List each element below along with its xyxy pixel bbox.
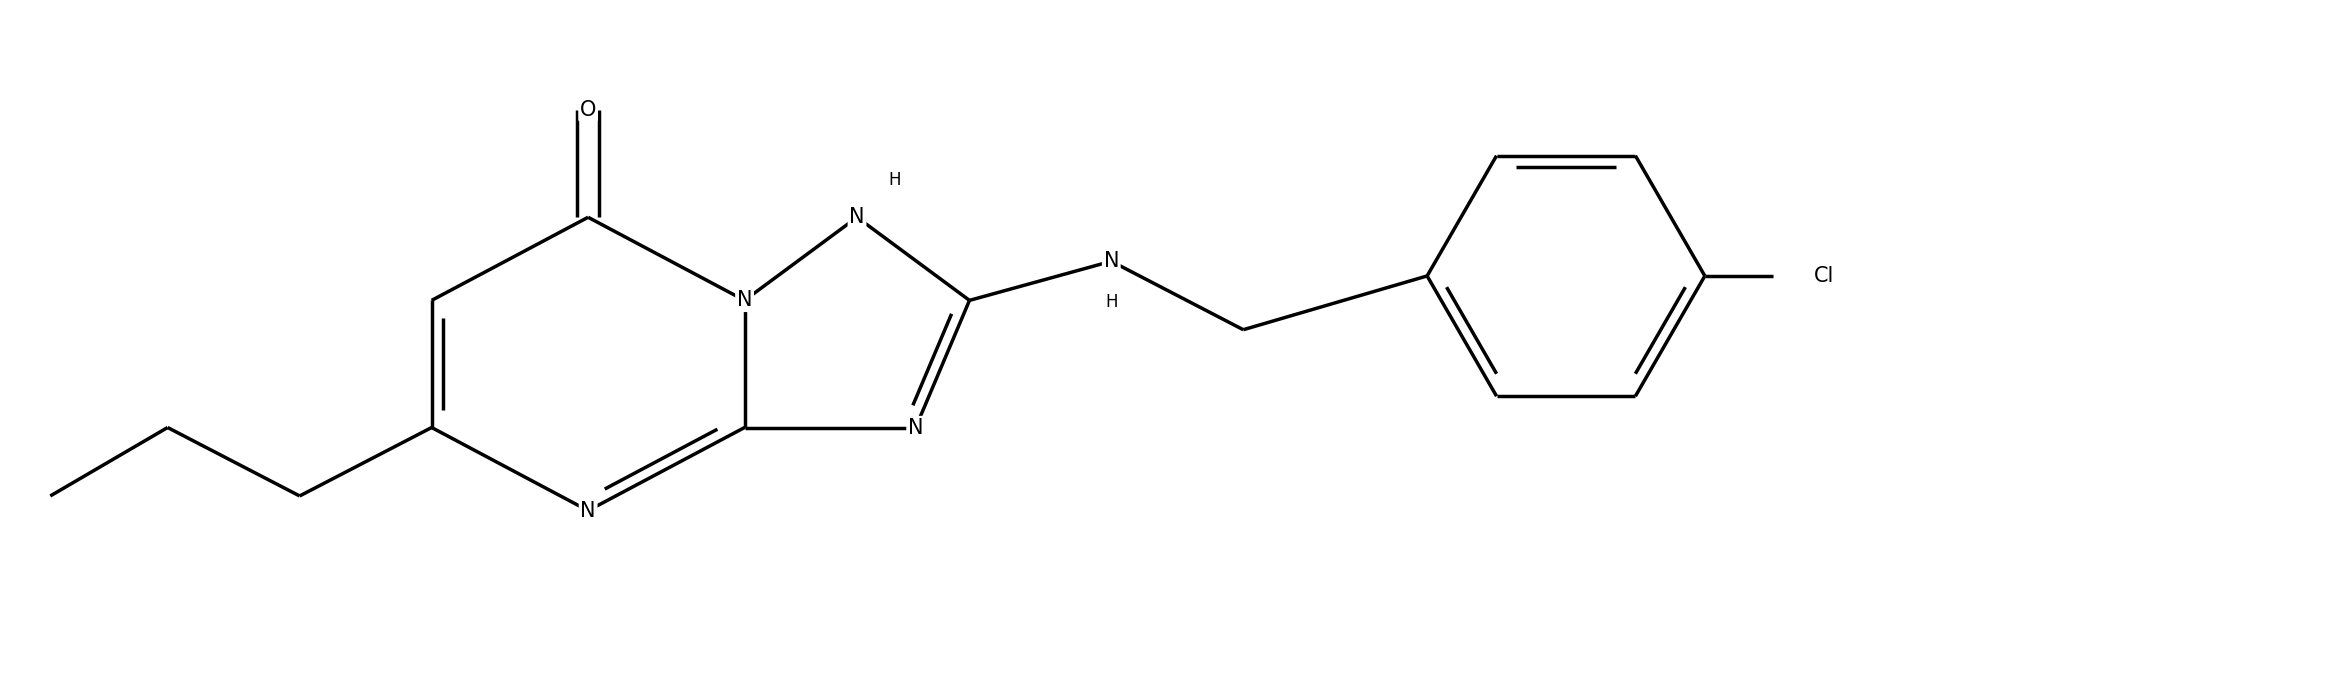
Text: N: N <box>1104 251 1118 272</box>
Text: H: H <box>887 171 901 189</box>
Text: N: N <box>850 207 864 227</box>
Text: H: H <box>1104 293 1118 312</box>
Text: O: O <box>579 100 595 120</box>
Text: N: N <box>908 418 922 437</box>
Text: N: N <box>581 500 595 521</box>
Text: N: N <box>738 291 752 310</box>
Text: Cl: Cl <box>1814 266 1835 286</box>
